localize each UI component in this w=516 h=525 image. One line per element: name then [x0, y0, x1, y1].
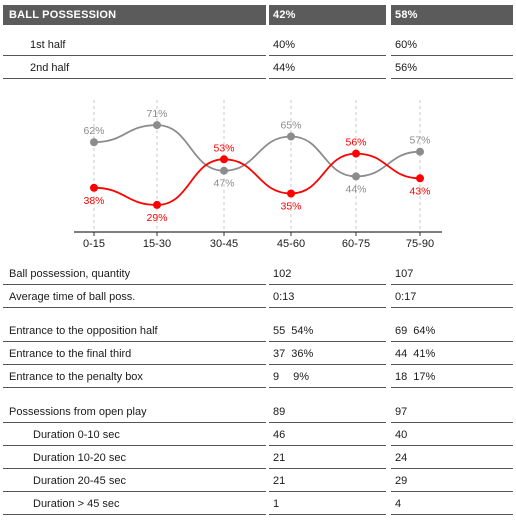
- row-label-entrance-opposition-half: Entrance to the opposition half: [3, 320, 266, 342]
- row-label-entrance-final-third: Entrance to the final third: [3, 343, 266, 365]
- series-0-data-label: 65%: [280, 120, 301, 132]
- team2-entrance-final-third-count: 44: [395, 348, 408, 360]
- team1-average-time: 0:13: [269, 286, 386, 308]
- series-1-point-0-15: [90, 183, 98, 192]
- x-tick-label: 75-90: [406, 238, 434, 250]
- team2-1st-half: 60%: [391, 34, 513, 56]
- team2-2nd-half: 56%: [391, 57, 513, 79]
- team1-ball-possession-quantity: 102: [269, 263, 386, 285]
- series-0-point-60-75: [352, 172, 360, 181]
- series-1-data-label: 29%: [146, 212, 167, 224]
- team2-entrance-final-third-pct: 41%: [413, 348, 436, 360]
- row-label-possessions-open-play: Possessions from open play: [3, 401, 266, 423]
- team2-entrance-opposition-half-pct: 64%: [413, 325, 436, 337]
- series-1-point-75-90: [416, 174, 424, 183]
- series-1-data-label: 56%: [345, 137, 366, 149]
- row-label-duration-0-10: Duration 0-10 sec: [3, 424, 266, 446]
- series-0-point-0-15: [90, 138, 98, 147]
- series-1-point-45-60: [287, 189, 295, 198]
- team2-duration-10-20: 24: [391, 447, 513, 469]
- team2-entrance-opposition-half: 69 64%: [391, 320, 513, 342]
- series-0-data-label: 44%: [345, 183, 366, 195]
- series-1-data-label: 35%: [280, 201, 301, 213]
- team1-duration-20-45: 21: [269, 470, 386, 492]
- team1-entrance-penalty-box-pct: 9%: [293, 371, 310, 383]
- team2-duration-0-10: 40: [391, 424, 513, 446]
- row-label-duration-over-45: Duration > 45 sec: [3, 493, 266, 515]
- team1-duration-10-20: 21: [269, 447, 386, 469]
- x-tick-label: 0-15: [83, 238, 105, 250]
- team2-entrance-opposition-half-count: 69: [395, 325, 408, 337]
- team2-average-time: 0:17: [391, 286, 513, 308]
- series-1-data-label: 43%: [409, 185, 430, 197]
- team1-2nd-half: 44%: [269, 57, 386, 79]
- series-0-point-30-45: [220, 166, 228, 175]
- team1-entrance-penalty-box-count: 9: [273, 371, 280, 383]
- series-0-point-75-90: [416, 147, 424, 156]
- team1-duration-0-10: 46: [269, 424, 386, 446]
- row-label-duration-20-45: Duration 20-45 sec: [3, 470, 266, 492]
- team1-entrance-opposition-half-pct: 54%: [291, 325, 314, 337]
- team1-entrance-opposition-half-count: 55: [273, 325, 286, 337]
- team1-entrance-final-third-pct: 36%: [291, 348, 314, 360]
- team1-duration-over-45: 1: [269, 493, 386, 515]
- series-1-point-60-75: [352, 149, 360, 158]
- team2-possessions-open-play: 97: [391, 401, 513, 423]
- team1-entrance-final-third-count: 37: [273, 348, 286, 360]
- row-label-duration-10-20: Duration 10-20 sec: [3, 447, 266, 469]
- series-1-point-15-30: [153, 200, 161, 209]
- team1-1st-half: 40%: [269, 34, 386, 56]
- team1-entrance-opposition-half: 55 54%: [269, 320, 386, 342]
- team1-entrance-penalty-box: 9 9%: [269, 366, 386, 388]
- series-0-data-label: 47%: [213, 178, 234, 190]
- x-tick-label: 30-45: [210, 238, 238, 250]
- title-ball-possession: BALL POSSESSION: [3, 5, 266, 25]
- team1-entrance-final-third: 37 36%: [269, 343, 386, 365]
- team2-duration-over-45: 4: [391, 493, 513, 515]
- team2-entrance-penalty-box-count: 18: [395, 371, 408, 383]
- series-1-point-30-45: [220, 155, 228, 164]
- team2-entrance-final-third: 44 41%: [391, 343, 513, 365]
- row-label-entrance-penalty-box: Entrance to the penalty box: [3, 366, 266, 388]
- x-tick-label: 15-30: [143, 238, 171, 250]
- row-label-ball-possession-quantity: Ball possession, quantity: [3, 263, 266, 285]
- x-tick-label: 60-75: [342, 238, 370, 250]
- row-label-1st-half: 1st half: [3, 34, 266, 56]
- series-0-data-label: 71%: [146, 108, 167, 120]
- series-0-data-label: 62%: [83, 125, 104, 137]
- series-0-data-label: 57%: [409, 135, 430, 147]
- team2-entrance-penalty-box-pct: 17%: [413, 371, 436, 383]
- team2-ball-possession-quantity: 107: [391, 263, 513, 285]
- series-0-point-15-30: [153, 121, 161, 130]
- team2-total-possession: 58%: [391, 5, 513, 25]
- row-label-2nd-half: 2nd half: [3, 57, 266, 79]
- series-1-data-label: 38%: [83, 195, 104, 207]
- series-1-data-label: 53%: [213, 142, 234, 154]
- series-0-point-45-60: [287, 132, 295, 141]
- team2-duration-20-45: 29: [391, 470, 513, 492]
- row-label-average-time: Average time of ball poss.: [3, 286, 266, 308]
- series-line-0: [93, 124, 421, 178]
- team1-possessions-open-play: 89: [269, 401, 386, 423]
- team1-total-possession: 42%: [269, 5, 386, 25]
- x-tick-label: 45-60: [277, 238, 305, 250]
- team2-entrance-penalty-box: 18 17%: [391, 366, 513, 388]
- series-line-1: [93, 152, 421, 206]
